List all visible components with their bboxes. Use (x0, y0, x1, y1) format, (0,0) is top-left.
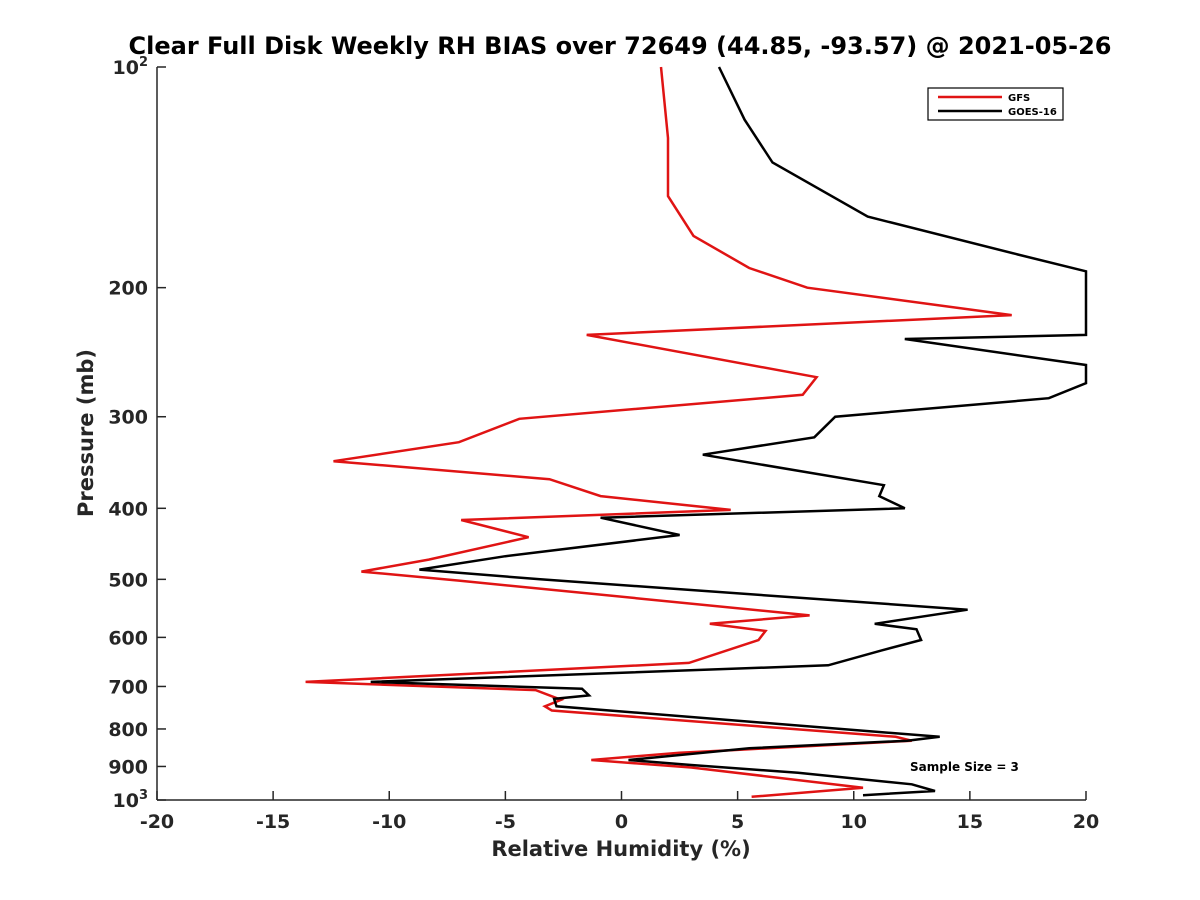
y-tick-label: 800 (108, 719, 148, 741)
y-tick-label: 400 (108, 498, 148, 520)
legend-box (927, 87, 1064, 121)
x-tick-label: -20 (140, 811, 174, 833)
y-tick-label: 200 (108, 278, 148, 300)
series-line-gfs (305, 66, 1012, 799)
series-line-goes16 (370, 66, 1088, 797)
y-ticks: 102 200 300 400 500 600 700 800 900 103 (108, 55, 166, 812)
x-ticks: -20 -15 -10 -5 0 5 10 15 20 (140, 791, 1099, 833)
x-axis-label: Relative Humidity (%) (491, 837, 750, 861)
legend-label-gfs: GFS (1008, 93, 1030, 104)
y-tick-label: 700 (108, 676, 148, 698)
x-tick-label: 15 (957, 811, 983, 833)
x-tick-label: -15 (256, 811, 290, 833)
y-tick-label: 103 (113, 788, 149, 812)
x-tick-label: 10 (841, 811, 867, 833)
legend-label-goes16: GOES-16 (1008, 107, 1057, 118)
sample-size-annotation: Sample Size = 3 (910, 760, 1019, 774)
x-tick-label: 20 (1073, 811, 1099, 833)
chart-title: Clear Full Disk Weekly RH BIAS over 7264… (129, 32, 1112, 60)
x-tick-label: 0 (615, 811, 628, 833)
y-tick-label: 102 (113, 55, 149, 79)
y-tick-label: 900 (108, 756, 148, 778)
x-tick-label: -5 (495, 811, 516, 833)
y-tick-label: 300 (108, 407, 148, 429)
series-layer (305, 66, 1088, 799)
y-axis-label: Pressure (mb) (74, 349, 98, 517)
legend: GFS GOES-16 (927, 87, 1064, 121)
y-tick-label: 600 (108, 627, 148, 649)
x-tick-label: 5 (731, 811, 744, 833)
x-tick-label: -10 (372, 811, 406, 833)
plot-area (157, 67, 1086, 800)
y-tick-label: 500 (108, 569, 148, 591)
